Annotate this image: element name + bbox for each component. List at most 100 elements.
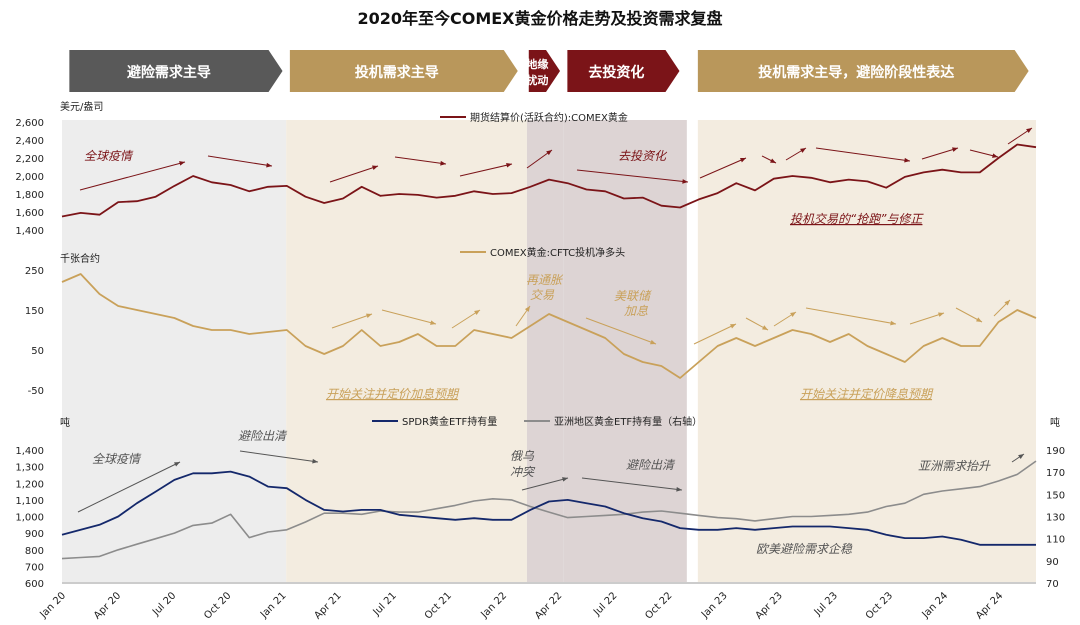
trend-arrow <box>329 165 379 183</box>
annotation-text: 开始关注并定价加息预期 <box>326 387 460 401</box>
trend-arrowhead <box>474 310 480 315</box>
trend-arrow <box>459 163 513 177</box>
regime-shade <box>286 120 527 582</box>
cftc-y-tick-label: -50 <box>28 386 44 397</box>
cftc-y-tick-label: 250 <box>25 266 44 277</box>
trend-arrow <box>394 156 447 165</box>
annotation-text: 美联储 <box>614 289 652 303</box>
trend-arrow <box>79 161 186 191</box>
trend-arrowhead <box>1004 300 1010 306</box>
trend-arrowhead <box>682 179 688 184</box>
etf-right-tick-label: 150 <box>1046 490 1065 501</box>
etf-right-tick-label: 110 <box>1046 535 1065 546</box>
phase-banner-label: 扰动 <box>526 73 548 87</box>
trend-arrow <box>331 313 373 329</box>
x-tick-label: Jan 23 <box>699 590 730 621</box>
price-unit-label: 美元/盎司 <box>60 100 103 113</box>
trend-arrow <box>239 450 319 463</box>
phase-banner <box>567 50 680 92</box>
etf-unit-right: 吨 <box>1050 416 1060 429</box>
trend-arrowhead <box>440 160 446 166</box>
etf-left-tick-label: 800 <box>25 546 44 557</box>
x-tick-label: Jul 23 <box>812 590 840 618</box>
x-tick-label: Oct 23 <box>864 590 895 621</box>
trend-arrowhead <box>546 150 552 156</box>
trend-arrowhead <box>174 462 180 467</box>
trend-arrowhead <box>976 317 982 322</box>
annotation-text: 投机交易的“抢跑”与修正 <box>790 212 924 226</box>
annotation-text: 全球疫情 <box>84 149 134 163</box>
price-series-line <box>61 143 1037 218</box>
etf-left-tick-label: 1,100 <box>15 496 44 507</box>
trend-arrowhead <box>506 162 512 168</box>
trend-arrowhead <box>740 158 746 163</box>
etf-left-tick-label: 1,000 <box>15 513 44 524</box>
trend-arrowhead <box>890 320 896 326</box>
phase-banner <box>697 50 1029 92</box>
x-tick-label: Jul 22 <box>591 590 619 618</box>
annotation-text: 避险出清 <box>238 429 288 443</box>
x-tick-label: Apr 22 <box>533 590 564 621</box>
trend-arrowhead <box>800 148 806 153</box>
regime-shade <box>563 120 687 582</box>
chart-title: 2020年至今COMEX黄金价格走势及投资需求复盘 <box>357 9 722 28</box>
annotation-text: 去投资化 <box>618 149 668 163</box>
price-legend-label: 期货结算价(活跃合约):COMEX黄金 <box>470 111 628 124</box>
regime-shade <box>697 120 1036 582</box>
annotation-text: 俄乌 <box>510 449 535 463</box>
trend-arrow <box>207 155 273 167</box>
asia-etf-series-line <box>61 460 1037 560</box>
trend-arrowhead <box>366 313 372 319</box>
phase-banner-label: 投机需求主导，避险阶段性表达 <box>758 64 954 81</box>
trend-arrowhead <box>730 324 736 329</box>
trend-arrowhead <box>762 325 768 330</box>
etf-left-tick-label: 1,200 <box>15 479 44 490</box>
annotation-text: 冲突 <box>510 465 536 479</box>
trend-arrowhead <box>904 157 910 163</box>
annotation-text: 交易 <box>530 288 555 302</box>
shading-layer <box>62 120 1036 582</box>
etf-legend-spdr: SPDR黄金ETF持有量 <box>402 415 497 428</box>
phase-banner-label: 地缘 <box>526 57 548 71</box>
x-tick-label: Jan 22 <box>479 590 510 621</box>
price-y-tick-label: 1,400 <box>15 226 44 237</box>
trend-arrowhead <box>562 477 568 482</box>
trend-arrow <box>805 307 897 325</box>
trend-arrowhead <box>524 306 530 312</box>
etf-left-tick-label: 1,300 <box>15 463 44 474</box>
trend-arrow <box>909 312 945 325</box>
trend-arrowhead <box>266 162 272 168</box>
phase-banner-label: 去投资化 <box>588 64 644 81</box>
price-y-tick-label: 1,600 <box>15 208 44 219</box>
phase-banner <box>69 50 283 92</box>
trend-arrowhead <box>938 312 944 317</box>
trend-arrow <box>585 317 657 345</box>
annotation-text: 加息 <box>624 304 648 318</box>
trend-arrowhead <box>992 153 998 158</box>
trend-arrow <box>77 461 181 513</box>
trend-arrow <box>451 309 481 329</box>
cftc-y-tick-label: 150 <box>25 306 44 317</box>
cftc-series-line <box>61 273 1037 379</box>
trend-arrow <box>815 147 911 162</box>
etf-legend: SPDR黄金ETF持有量 亚洲地区黄金ETF持有量（右轴） <box>372 415 702 428</box>
etf-left-tick-label: 600 <box>25 579 44 590</box>
annotation-text: 再通胀 <box>526 273 564 287</box>
x-tick-label: Apr 20 <box>92 590 123 621</box>
trend-arrowhead <box>372 165 378 170</box>
series-layer <box>61 143 1037 560</box>
etf-right-tick-label: 90 <box>1046 557 1059 568</box>
trend-arrowhead <box>650 339 656 345</box>
x-tick-label: Oct 20 <box>202 590 233 621</box>
etf-left-tick-label: 700 <box>25 562 44 573</box>
etf-right-tick-label: 130 <box>1046 513 1065 524</box>
trend-arrowhead <box>1026 128 1032 134</box>
annotation-text: 欧美避险需求企稳 <box>756 542 853 556</box>
trend-arrow <box>381 309 437 325</box>
etf-right-tick-label: 170 <box>1046 468 1065 479</box>
x-tick-label: Oct 22 <box>643 590 674 621</box>
cftc-unit-label: 千张合约 <box>60 252 100 265</box>
price-y-tick-label: 2,000 <box>15 172 44 183</box>
price-y-tick-label: 2,200 <box>15 154 44 165</box>
